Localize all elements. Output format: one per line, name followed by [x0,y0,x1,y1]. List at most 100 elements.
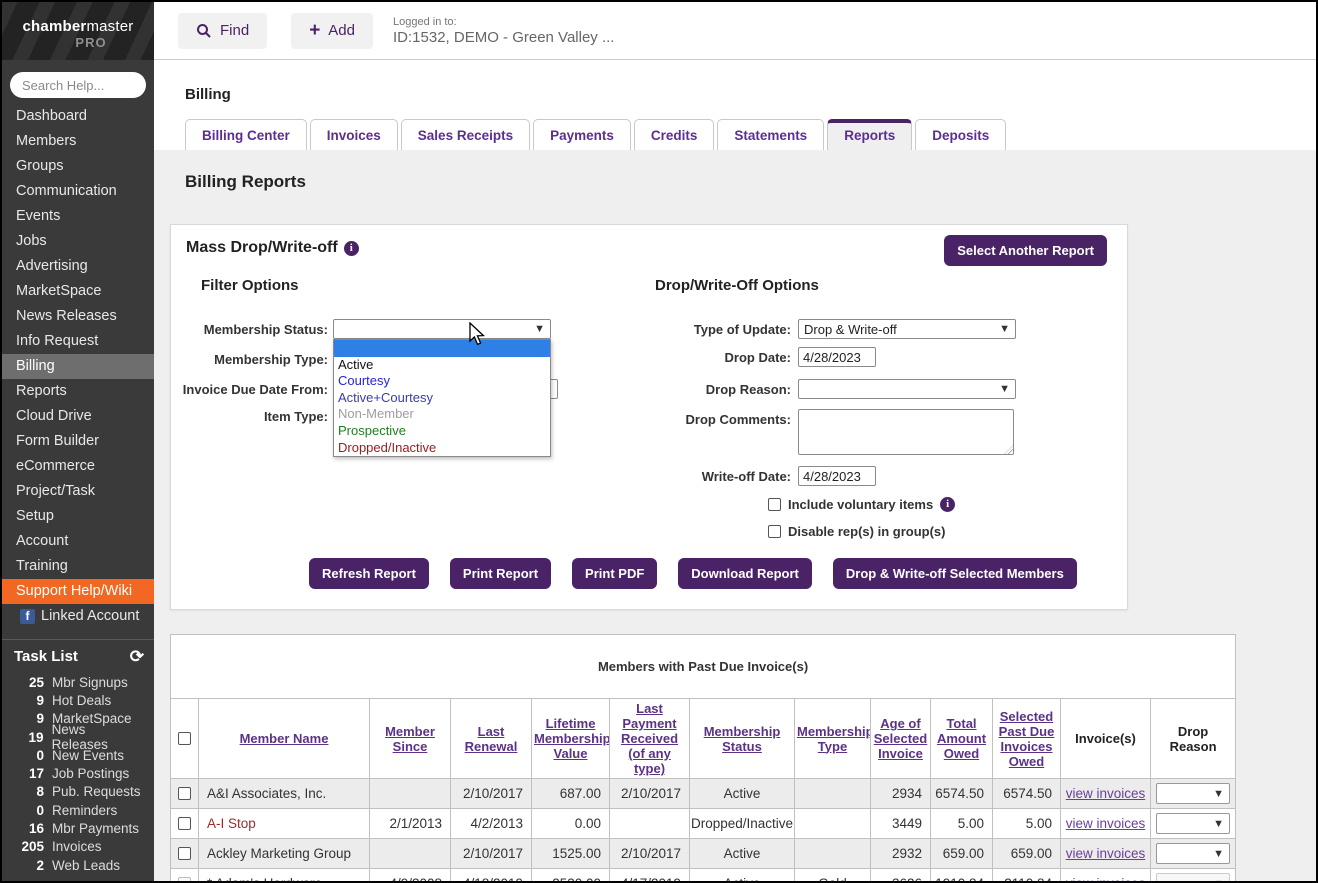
find-button[interactable]: Find [178,13,267,49]
task-link[interactable]: Reminders [52,803,117,818]
row-checkbox[interactable] [178,817,191,830]
view-invoices-link[interactable]: view invoices [1066,846,1146,861]
task-link[interactable]: Web Leads [52,858,120,873]
col-membership-status[interactable]: Membership Status [704,724,781,754]
drop-reason-row-select[interactable]: ▼ [1156,843,1230,864]
include-voluntary-items-checkbox[interactable] [768,498,781,511]
task-link[interactable]: Mbr Payments [52,821,139,836]
sidebar-item-project-task[interactable]: Project/Task [2,479,154,504]
dropdown-option-active-courtesy[interactable]: Active+Courtesy [334,390,550,407]
item-type-label: Item Type: [171,409,328,424]
view-invoices-link[interactable]: view invoices [1066,876,1146,883]
dropdown-option-blank[interactable] [334,340,550,357]
task-link[interactable]: Invoices [52,839,102,854]
sidebar-item-billing[interactable]: Billing [2,354,154,379]
dropdown-option-dropped-inactive[interactable]: Dropped/Inactive [334,440,550,457]
info-icon[interactable]: i [344,241,359,256]
sidebar-item-linked-account[interactable]: f Linked Account [2,604,154,629]
row-checkbox[interactable] [178,787,191,800]
col-last-payment-received[interactable]: Last Payment Received (of any type) [621,701,678,776]
sidebar-item-ecommerce[interactable]: eCommerce [2,454,154,479]
tab-sales-receipts[interactable]: Sales Receipts [401,119,530,150]
sidebar-item-marketspace[interactable]: MarketSpace [2,279,154,304]
task-link[interactable]: New Events [52,748,124,763]
view-invoices-link[interactable]: view invoices [1066,786,1146,801]
row-checkbox[interactable] [178,847,191,860]
task-list: Task List ⟳ 25 Mbr Signups 9 Hot Deals 9… [2,640,154,874]
sidebar-item-cloud-drive[interactable]: Cloud Drive [2,404,154,429]
drop-date-input[interactable] [798,347,876,367]
select-all-checkbox[interactable] [178,732,191,745]
textarea-resize-handle[interactable] [1004,445,1013,454]
task-count: 9 [14,711,44,726]
tab-billing-center[interactable]: Billing Center [185,119,307,150]
col-lifetime-membership-value[interactable]: Lifetime Membership Value [534,716,610,761]
task-item-web-leads: 2 Web Leads [14,856,144,874]
chevron-down-icon: ▼ [534,323,545,335]
sidebar-item-news-releases[interactable]: News Releases [2,304,154,329]
info-icon[interactable]: i [940,497,955,512]
col-member-since[interactable]: Member Since [385,724,435,754]
sidebar: chambermaster PRO Dashboard Members Grou… [2,2,154,881]
sidebar-item-reports[interactable]: Reports [2,379,154,404]
disable-reps-checkbox[interactable] [768,525,781,538]
tab-reports[interactable]: Reports [827,119,912,150]
sidebar-item-info-request[interactable]: Info Request [2,329,154,354]
tab-deposits[interactable]: Deposits [915,119,1006,150]
sidebar-item-account[interactable]: Account [2,529,154,554]
task-link[interactable]: Hot Deals [52,693,111,708]
refresh-report-button[interactable]: Refresh Report [309,558,429,589]
dropdown-option-active[interactable]: Active [334,357,550,374]
task-link[interactable]: Pub. Requests [52,784,141,799]
logged-in-value: ID:1532, DEMO - Green Valley ... [393,29,614,46]
col-age-of-selected-invoice[interactable]: Age of Selected Invoice [874,716,927,761]
drop-writeoff-selected-members-button[interactable]: Drop & Write-off Selected Members [833,558,1077,589]
sidebar-item-support-help-wiki[interactable]: Support Help/Wiki [2,579,154,604]
sidebar-item-training[interactable]: Training [2,554,154,579]
sidebar-item-advertising[interactable]: Advertising [2,254,154,279]
help-search-input[interactable] [10,72,146,98]
col-last-renewal[interactable]: Last Renewal [465,724,518,754]
sidebar-item-groups[interactable]: Groups [2,154,154,179]
sidebar-item-setup[interactable]: Setup [2,504,154,529]
tab-credits[interactable]: Credits [634,119,715,150]
tab-payments[interactable]: Payments [533,119,631,150]
task-link[interactable]: Mbr Signups [52,675,128,690]
refresh-icon[interactable]: ⟳ [130,649,144,665]
type-of-update-select[interactable]: Drop & Write-off ▼ [798,319,1016,339]
sidebar-menu: Dashboard Members Groups Communication E… [2,104,154,629]
print-report-button[interactable]: Print Report [450,558,551,589]
sidebar-item-form-builder[interactable]: Form Builder [2,429,154,454]
write-off-date-input[interactable] [798,466,876,486]
sidebar-item-events[interactable]: Events [2,204,154,229]
sidebar-item-dashboard[interactable]: Dashboard [2,104,154,129]
drop-comments-textarea[interactable] [798,409,1014,455]
drop-reason-row-select[interactable]: ▼ [1156,813,1230,834]
tab-invoices[interactable]: Invoices [310,119,398,150]
tab-statements[interactable]: Statements [717,119,824,150]
col-membership-type[interactable]: Membership Type [797,724,871,754]
select-another-report-button[interactable]: Select Another Report [944,235,1107,266]
dropdown-option-non-member[interactable]: Non-Member [334,406,550,423]
last-payment-cell: 2/10/2017 [610,839,690,869]
download-report-button[interactable]: Download Report [678,558,812,589]
sidebar-item-communication[interactable]: Communication [2,179,154,204]
membership-status-select[interactable]: ▼ [333,319,551,339]
drop-reason-select[interactable]: ▼ [798,379,1016,399]
col-member-name[interactable]: Member Name [240,731,329,746]
dropdown-option-courtesy[interactable]: Courtesy [334,373,550,390]
col-selected-past-due-invoices-owed[interactable]: Selected Past Due Invoices Owed [999,709,1055,769]
print-pdf-button[interactable]: Print PDF [572,558,657,589]
row-checkbox[interactable] [178,877,191,883]
add-button[interactable]: + Add [291,13,373,49]
drop-reason-row-select[interactable]: ▼ [1156,783,1230,804]
dropdown-option-prospective[interactable]: Prospective [334,423,550,440]
sidebar-item-members[interactable]: Members [2,129,154,154]
sidebar-item-jobs[interactable]: Jobs [2,229,154,254]
col-total-amount-owed[interactable]: Total Amount Owed [937,716,986,761]
drop-reason-row-select[interactable]: ▼ [1156,873,1230,883]
task-link[interactable]: Job Postings [52,766,129,781]
selected-owed-cell: 659.00 [993,839,1061,869]
view-invoices-link[interactable]: view invoices [1066,816,1146,831]
disable-reps-row: Disable rep(s) in group(s) [768,524,945,539]
